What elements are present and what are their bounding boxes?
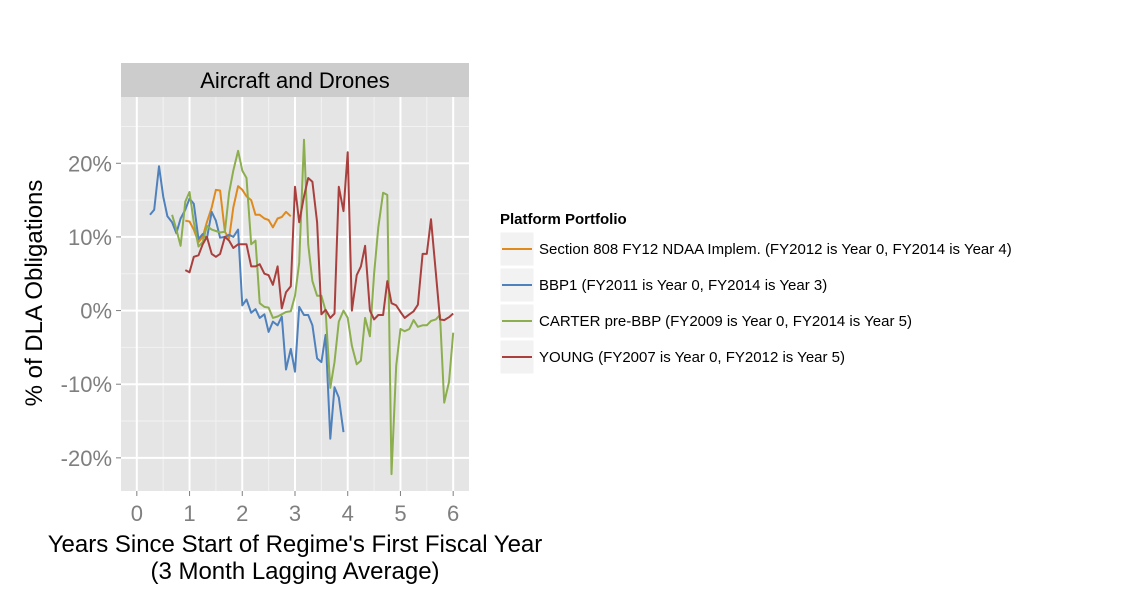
legend-item-label: CARTER pre-BBP (FY2009 is Year 0, FY2014… [539, 313, 912, 330]
x-axis-title-line2: (3 Month Lagging Average) [150, 558, 439, 585]
facet-strip [121, 63, 469, 97]
legend-item-label: Section 808 FY12 NDAA Implem. (FY2012 is… [539, 241, 1012, 258]
facet-title: Aircraft and Drones [200, 68, 390, 93]
y-axis: -20% -10% 0% 10% 20% [61, 151, 121, 471]
legend-item-label: YOUNG (FY2007 is Year 0, FY2012 is Year … [539, 349, 845, 366]
y-tick-label: 20% [68, 151, 112, 176]
legend: Platform Portfolio Section 808 FY12 NDAA… [499, 211, 1012, 375]
legend-item-label: BBP1 (FY2011 is Year 0, FY2014 is Year 3… [539, 277, 827, 294]
x-tick-label: 6 [447, 501, 459, 526]
series-line-2 [149, 165, 345, 440]
y-tick-label: 10% [68, 225, 112, 250]
series-line-1 [185, 185, 292, 244]
x-axis-title-line1: Years Since Start of Regime's First Fisc… [48, 531, 543, 558]
y-tick-label: -10% [61, 372, 112, 397]
x-tick-label: 3 [289, 501, 301, 526]
x-tick-label: 0 [131, 501, 143, 526]
y-tick-label: 0% [80, 299, 112, 324]
y-tick-label: -20% [61, 446, 112, 471]
series-line-4 [184, 151, 454, 322]
x-tick-label: 1 [183, 501, 195, 526]
x-tick-label: 4 [342, 501, 354, 526]
x-tick-label: 2 [236, 501, 248, 526]
series-lines [149, 138, 455, 476]
series-line-3 [171, 138, 455, 476]
major-grid [121, 97, 469, 491]
x-tick-label: 5 [394, 501, 406, 526]
x-axis: 0 1 2 3 4 5 6 [131, 491, 459, 526]
y-axis-title: % of DLA Obligations [21, 180, 48, 407]
legend-title: Platform Portfolio [500, 211, 627, 228]
